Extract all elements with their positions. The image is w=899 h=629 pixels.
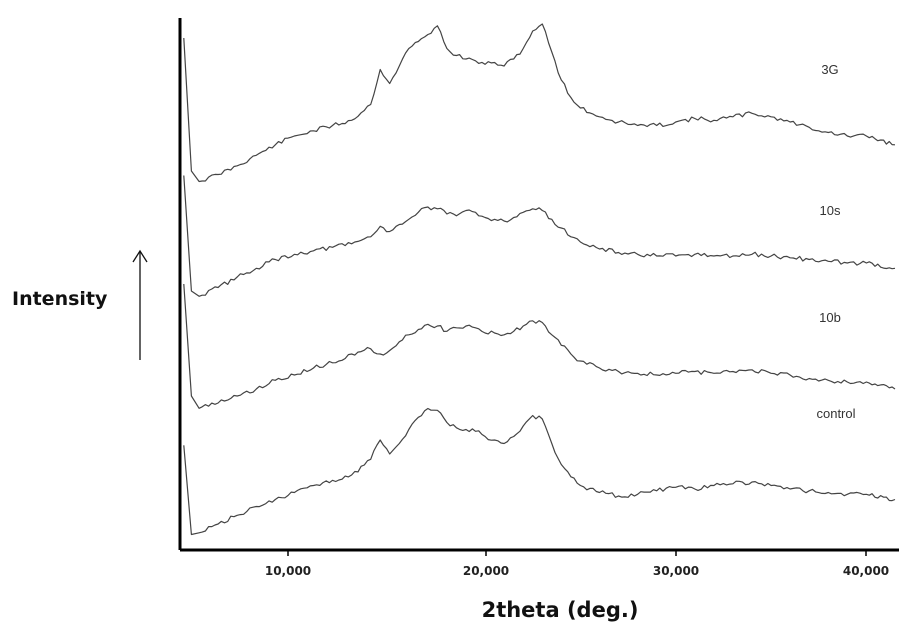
x-tick-label: 30,000: [653, 564, 699, 578]
series-line-10s: [183, 175, 896, 297]
y-axis-title: Intensity: [12, 288, 108, 310]
series-line-control: [183, 407, 896, 536]
x-tick-label: 40,000: [843, 564, 889, 578]
series-label-3g: 3G: [821, 62, 838, 77]
series-label-10s: 10s: [820, 203, 841, 218]
series-label-10b: 10b: [819, 310, 841, 325]
series-label-control: control: [816, 406, 855, 421]
x-tick-label: 10,000: [265, 564, 311, 578]
x-axis-title: 2theta (deg.): [482, 598, 639, 622]
intensity-arrow-head: [132, 249, 148, 263]
traces-group: [183, 23, 896, 536]
series-line-10b: [183, 283, 896, 409]
series-line-3g: [183, 23, 896, 183]
x-tick-label: 20,000: [463, 564, 509, 578]
